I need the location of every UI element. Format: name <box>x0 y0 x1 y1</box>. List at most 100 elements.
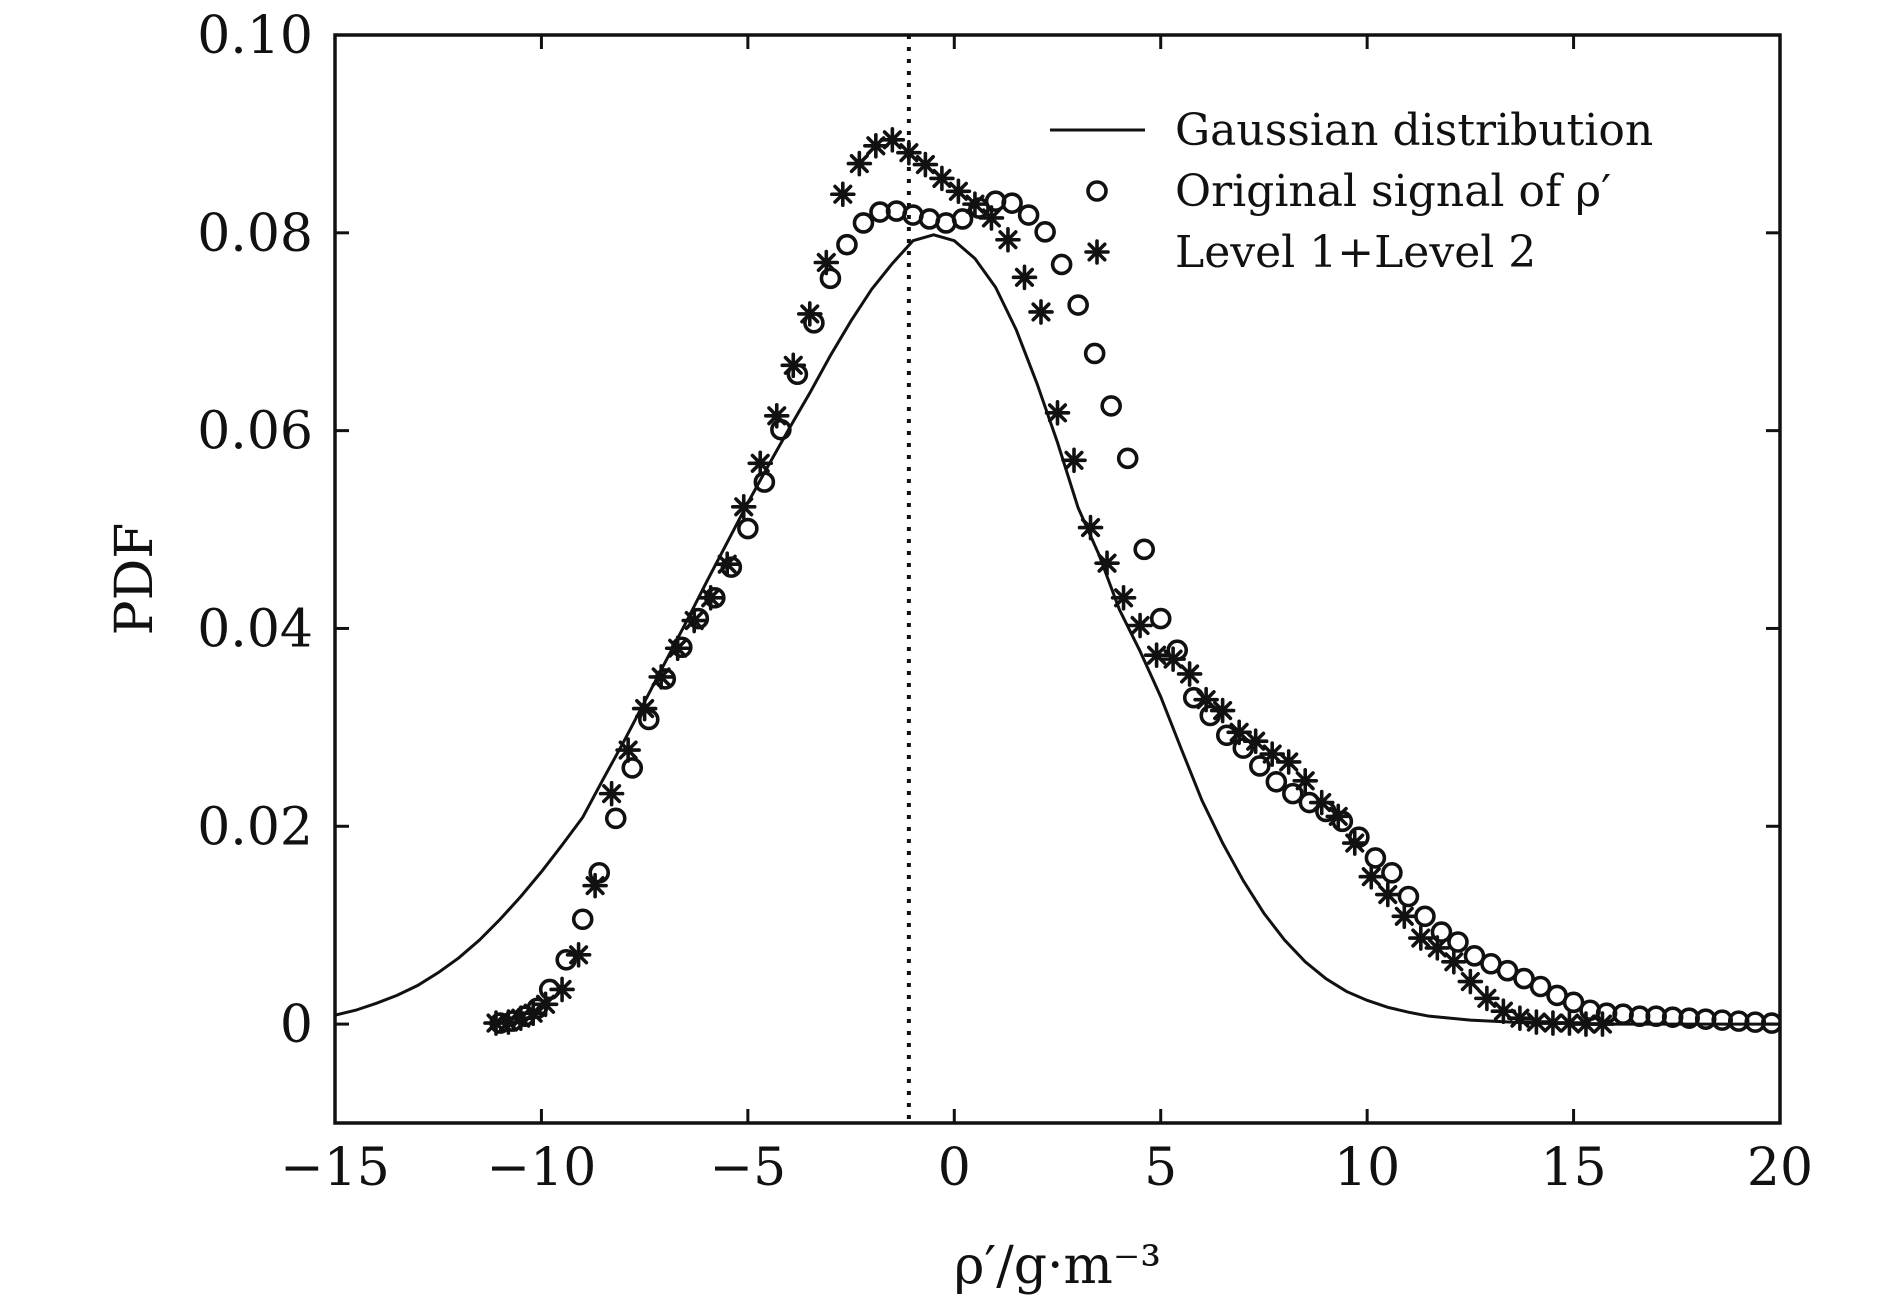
asterisk-stroke <box>602 784 622 804</box>
asterisk-stroke <box>1080 517 1101 538</box>
asterisk-stroke <box>1576 1014 1596 1034</box>
asterisk-stroke <box>948 181 968 201</box>
asterisk-point <box>995 226 1021 253</box>
asterisk-point <box>1408 925 1434 951</box>
asterisk-point <box>1457 968 1484 995</box>
asterisk-point <box>697 584 724 611</box>
series-3 <box>483 127 1616 1037</box>
x-tick-label: −5 <box>710 1138 787 1198</box>
circle-point <box>1001 192 1023 214</box>
circle-point <box>621 757 644 779</box>
asterisk-point <box>631 695 658 722</box>
asterisk-stroke <box>1328 806 1348 826</box>
asterisk-stroke <box>783 355 803 375</box>
circle-point <box>819 267 842 290</box>
y-tick-label: 0.10 <box>197 6 313 66</box>
circle-point <box>1083 342 1106 365</box>
asterisk-point <box>1424 935 1451 961</box>
y-tick-label: 0.06 <box>197 402 313 462</box>
circle-point <box>1149 607 1172 630</box>
circle-point <box>836 233 858 256</box>
asterisk-stroke <box>915 154 935 175</box>
plot-frame <box>333 33 1782 1125</box>
asterisk-stroke <box>1378 884 1398 905</box>
asterisk-stroke <box>1246 731 1266 751</box>
asterisk-stroke <box>1543 1013 1563 1033</box>
asterisk-stroke <box>1345 833 1365 853</box>
asterisk-stroke <box>1087 242 1107 262</box>
asterisk-stroke <box>1394 906 1414 926</box>
circle-point <box>1381 861 1403 884</box>
asterisk-stroke <box>717 554 737 574</box>
asterisk-point <box>1308 789 1335 816</box>
circle-point <box>1215 724 1238 747</box>
x-tick-label: 5 <box>1144 1138 1177 1198</box>
x-tick-label: −10 <box>487 1138 597 1198</box>
asterisk-point <box>1127 612 1153 639</box>
asterisk-stroke <box>1460 971 1480 992</box>
asterisk-point <box>1193 686 1219 713</box>
circle-point <box>1034 221 1056 243</box>
asterisk-point <box>582 872 608 899</box>
circle-point <box>1116 447 1139 470</box>
circle-point <box>1050 253 1073 276</box>
circle-point <box>753 471 776 493</box>
circle-point <box>1067 294 1089 316</box>
circle-point <box>604 807 627 830</box>
legend-label: Level 1+Level 2 <box>1175 227 1536 278</box>
asterisk-stroke <box>899 143 919 163</box>
asterisk-stroke <box>1213 700 1233 721</box>
asterisk-point <box>813 249 840 276</box>
asterisk-point <box>1374 881 1401 908</box>
circle-point <box>951 208 974 230</box>
circle-point <box>1760 1012 1780 1034</box>
circle-point <box>654 668 677 690</box>
asterisk-stroke <box>1295 771 1315 791</box>
asterisk-point <box>1474 985 1500 1012</box>
asterisk-stroke <box>585 876 605 896</box>
asterisk-stroke <box>998 230 1018 250</box>
asterisk-stroke <box>1147 645 1167 665</box>
asterisk-stroke <box>1064 450 1084 470</box>
asterisk-point <box>1061 447 1087 474</box>
y-tick-label: 0.04 <box>197 599 313 659</box>
asterisk-stroke <box>965 194 985 214</box>
asterisk-stroke <box>1427 938 1447 958</box>
circle-point <box>1463 945 1486 967</box>
asterisk-point <box>1242 728 1269 755</box>
legend-label: Gaussian distribution <box>1175 105 1653 156</box>
asterisk-point <box>1540 1010 1566 1036</box>
legend-circle-icon <box>1086 180 1108 202</box>
legend-asterisk-icon <box>1084 239 1110 265</box>
asterisk-point <box>1077 514 1104 541</box>
circle-point <box>1397 885 1420 908</box>
asterisk-point <box>929 165 955 192</box>
asterisk-stroke <box>1262 744 1282 764</box>
circle-point <box>1265 770 1288 793</box>
circle-point <box>737 517 759 540</box>
x-tick-label: 20 <box>1747 1138 1813 1198</box>
series-1 <box>335 233 1780 1026</box>
circle-point <box>1249 755 1271 777</box>
asterisk-point <box>796 301 823 327</box>
asterisk-stroke <box>849 154 869 174</box>
asterisk-point <box>1226 719 1252 746</box>
asterisk-point <box>615 737 641 763</box>
asterisk-point <box>1094 550 1120 576</box>
asterisk-point <box>1358 863 1385 890</box>
asterisk-point <box>1160 646 1186 672</box>
asterisk-point <box>681 607 707 634</box>
circle-point <box>571 908 594 931</box>
asterisk-stroke <box>1526 1012 1546 1032</box>
circle-point <box>1447 931 1469 953</box>
asterisk-point <box>1507 1005 1533 1031</box>
y-axis-label: PDF <box>105 523 165 636</box>
asterisk-stroke <box>932 168 952 188</box>
asterisk-point <box>565 942 592 968</box>
asterisk-stroke <box>816 252 836 273</box>
y-tick-label: 0 <box>280 995 313 1055</box>
asterisk-point <box>664 635 691 662</box>
asterisk-point <box>896 139 922 166</box>
